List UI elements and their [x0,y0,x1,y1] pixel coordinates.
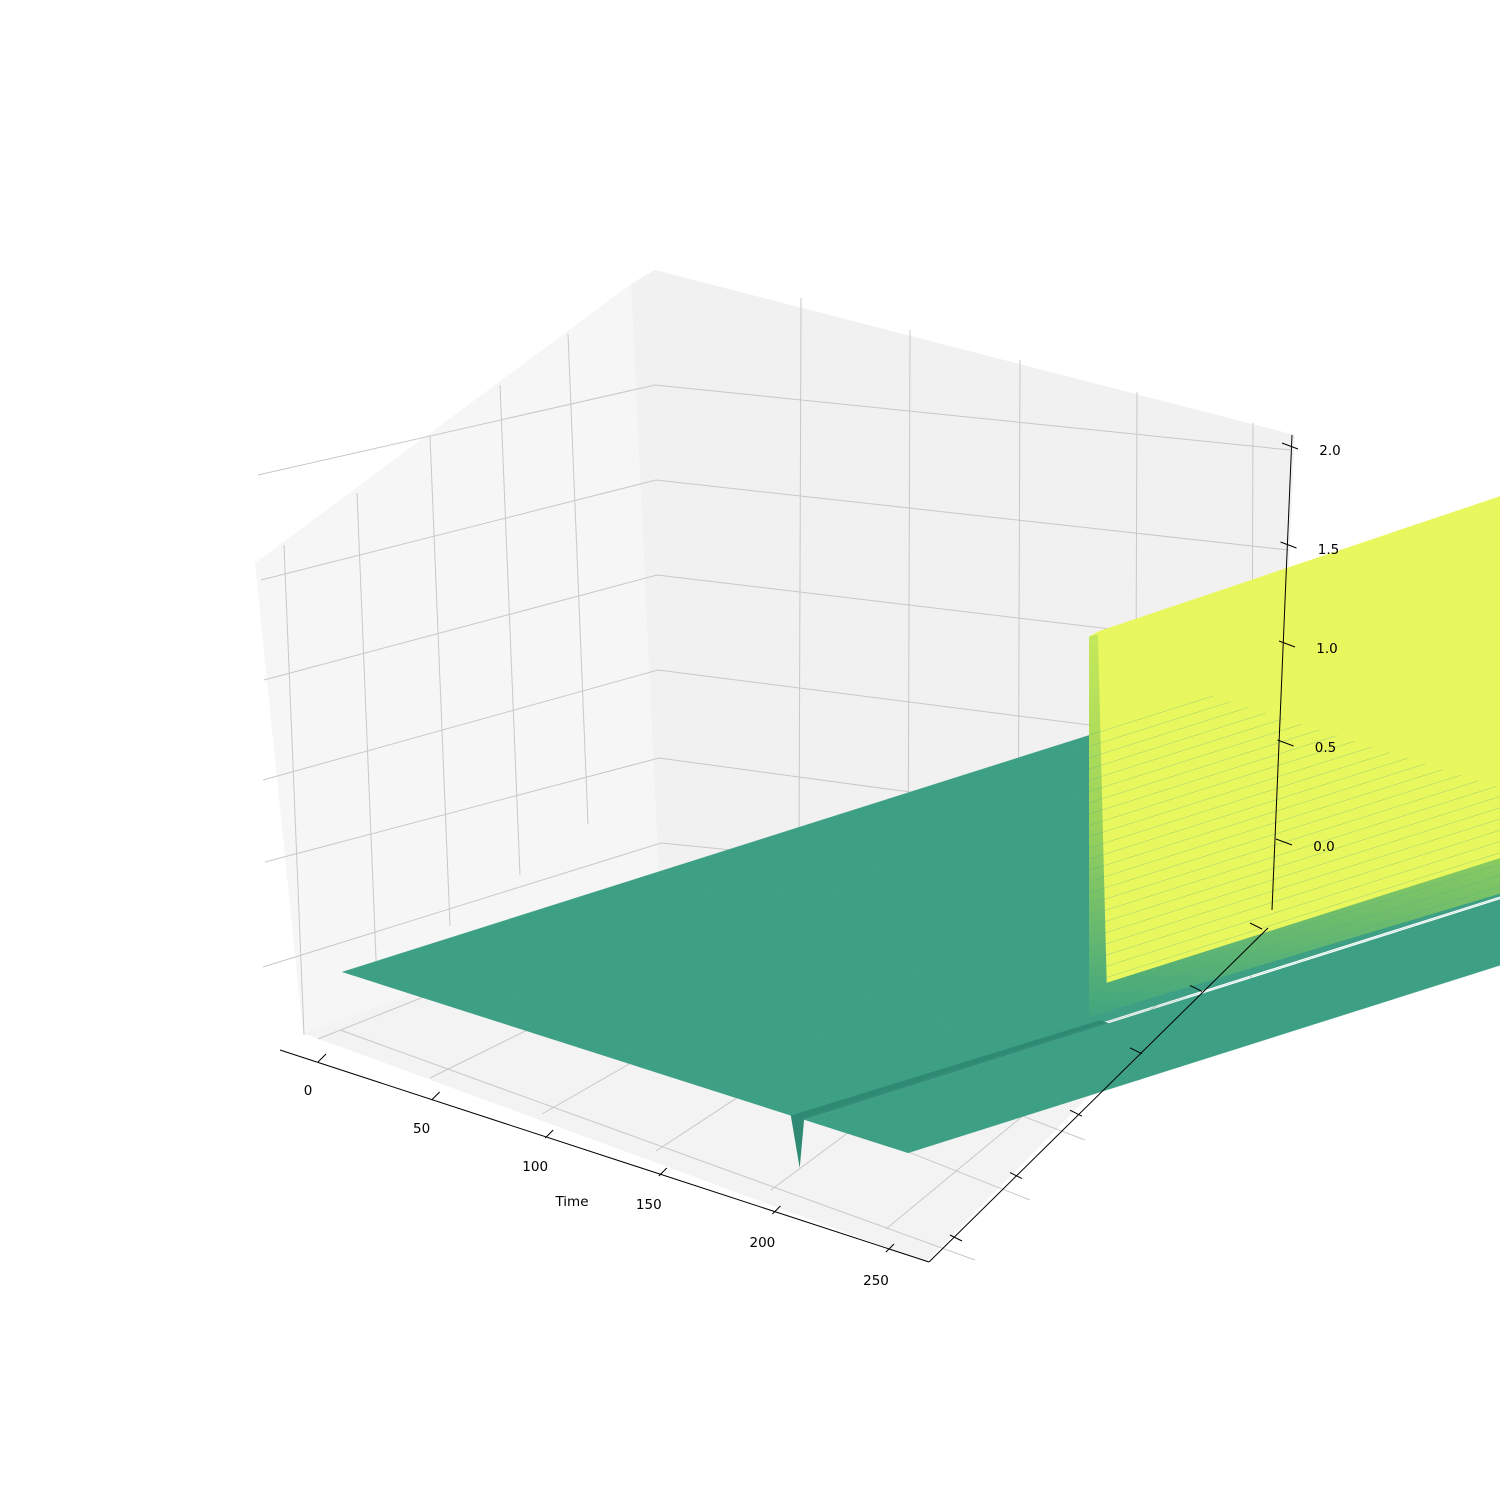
y-tick [1189,984,1203,992]
x-axis-label: Time [554,1194,588,1210]
z-tick-label: 1.0 [1316,641,1337,657]
surface-mesh-line [748,863,1500,1103]
x-tick [431,1091,440,1101]
y-tick [1249,922,1263,930]
z-tick [1277,739,1294,747]
surface-mesh-line [571,769,1444,1046]
x-axis-ticks: 0 50 100 150 200 250 [304,1053,895,1289]
x-tick [885,1243,895,1253]
z-tick [1278,640,1296,648]
left-pane-gridline [283,544,305,1036]
x-axis-line [279,1049,930,1263]
surface-mesh-line [642,796,1500,1069]
z-axis-line [1271,434,1293,911]
z-tick [1280,541,1297,549]
surface-mesh-line [695,830,1500,1086]
surface-mesh-line [731,852,1500,1097]
x-tick-label: 250 [863,1273,889,1289]
surface-mesh-line [819,908,1500,1125]
z-tick [1281,442,1299,450]
surface-mesh-line [713,841,1500,1092]
x-tick [544,1129,554,1139]
surface-mesh-line [766,875,1500,1108]
surface-mesh-line [872,942,1500,1142]
surface-mesh-line [660,807,1500,1075]
surface-mesh-line [907,965,1500,1154]
surface-mesh-line [854,931,1500,1137]
surface-mesh-line [518,752,1390,1029]
y-tick [949,1234,963,1242]
left-pane-gridline [429,435,451,927]
floor-depth-gridline [339,1029,976,1261]
x-tick [772,1205,781,1215]
surface-mesh-line [589,774,1461,1052]
surface-mesh-line [837,920,1500,1131]
z-tick-label: 2.0 [1319,443,1340,459]
surface-mesh-line [448,729,1320,1007]
z-tick-label: 0.5 [1315,740,1336,756]
surface-baseline-right [804,899,1500,1153]
surface-mesh-line [465,735,1337,1012]
surface-mesh-line [677,818,1500,1080]
surface-mesh-line [801,897,1500,1120]
y-tick [1129,1047,1143,1055]
z-tick-label: 1.5 [1318,542,1339,558]
y-tick [1069,1109,1083,1117]
z-gridline [263,574,1288,681]
surface-mesh-line [624,786,1497,1063]
surface-mesh-line [341,695,1214,973]
z-gridline [262,669,1287,781]
surface-mesh-line [483,741,1355,1018]
back-pane-gridline [798,297,802,859]
left-pane-gridline [567,333,589,825]
surface-mesh-line [536,757,1408,1035]
x-tick [317,1053,327,1063]
surface-mesh-line [430,724,1302,1001]
x-tick-label: 50 [413,1121,430,1137]
left-pane-gridline [499,384,521,876]
ridge-back-face [1097,496,1500,983]
surface-mesh-line [359,701,1231,978]
x-tick-label: 200 [750,1235,776,1251]
z-axis-ticks: 0.0 0.5 1.0 1.5 2.0 [1275,442,1341,855]
left-pane [255,284,660,1033]
x-tick-label: 150 [636,1197,662,1213]
x-tick-label: 0 [304,1083,313,1099]
surface-mesh-line [501,746,1373,1024]
surface-mesh-line [394,712,1267,990]
z-tick-label: 0.0 [1313,839,1334,855]
surface-mesh-line [377,707,1249,984]
x-tick-label: 100 [522,1159,548,1175]
surface-mesh-line [554,763,1426,1041]
z-tick [1275,838,1293,846]
left-pane-gridline [356,492,378,984]
x-tick [658,1167,668,1177]
surface-mesh-line [607,780,1479,1058]
axis-lines [279,434,1293,1263]
z-gridline [260,479,1289,581]
y-axis-ticks [949,922,1263,1242]
y-tick [1009,1172,1023,1180]
z-gridline [257,384,1291,476]
y-axis-line [928,927,1269,1263]
surface-mesh-line [890,953,1500,1148]
surface-mesh-line [412,718,1284,995]
surface-mesh [341,496,1500,1169]
